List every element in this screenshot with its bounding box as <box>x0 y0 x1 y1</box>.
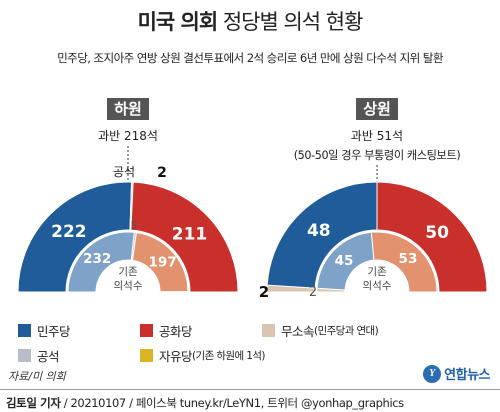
seat-value: 211 <box>172 224 208 244</box>
legend-item-vacant: 공석 <box>18 346 60 365</box>
legend-note: (민주당과 연대) <box>314 325 379 337</box>
legend-swatch <box>18 349 31 362</box>
title-bold: 미국 의회 <box>137 10 219 34</box>
legend: 민주당 공화당 무소속 (민주당과 연대) 공석 자유당 (기존 하원에 1석) <box>0 318 500 368</box>
independent-inner-value: 2 <box>309 285 317 300</box>
legend-swatch <box>140 324 153 337</box>
vacancy-count: 2 <box>157 165 167 181</box>
seat-value: 53 <box>399 251 418 267</box>
title-rest: 정당별 의석 현황 <box>222 10 364 34</box>
legend-item-democrat: 민주당 <box>18 321 71 340</box>
seat-value: 48 <box>307 221 331 241</box>
senate-outer-segment <box>376 181 488 293</box>
panel-title: 하원 <box>114 100 142 118</box>
independent-outer-value: 2 <box>259 283 269 301</box>
majority-note: 과반 218석 <box>98 129 158 143</box>
credit-rest: / 20210107 / 페이스북 tuney.kr/LeYN1, 트위터 @y… <box>60 396 404 410</box>
seat-value: 50 <box>425 223 449 243</box>
house-outer-segment <box>17 181 133 293</box>
legend-item-libertarian: 자유당 (기존 하원에 1석) <box>140 346 266 365</box>
logo-text: 연합뉴스 <box>444 368 490 383</box>
seat-value: 5 <box>131 219 138 232</box>
yonhap-logo: Y 연합뉴스 <box>423 364 490 383</box>
legend-label: 공석 <box>37 349 60 364</box>
legend-label: 공화당 <box>159 324 193 339</box>
legend-label: 무소속 <box>281 324 315 339</box>
seat-value: 45 <box>335 253 354 269</box>
house-outer-segment <box>130 181 239 293</box>
credit-author: 김토일 기자 <box>6 396 61 410</box>
panel-title-box <box>356 98 398 120</box>
seat-value: 197 <box>149 255 177 271</box>
legend-note: (기존 하원에 1석) <box>192 350 266 362</box>
panel-title: 상원 <box>363 100 391 118</box>
legend-item-independent: 무소속 (민주당과 연대) <box>262 321 379 340</box>
footer-divider <box>0 389 500 390</box>
panel-title-box <box>107 98 149 120</box>
inner-label: 의석수 <box>114 280 143 292</box>
inner-label: 기존 <box>367 266 387 278</box>
logo-icon: Y <box>423 364 442 383</box>
legend-label: 민주당 <box>37 324 71 339</box>
legend-swatch <box>262 324 275 337</box>
vacancy-label: 공석 <box>113 165 135 179</box>
majority-note: (50-50일 경우 부통령이 캐스팅보트) <box>294 148 461 162</box>
inner-label: 기존 <box>118 266 138 278</box>
legend-label: 자유당 <box>159 349 193 364</box>
credit-line: 김토일 기자 / 20210107 / 페이스북 tuney.kr/LeYN1,… <box>6 395 404 411</box>
page-title: 미국 의회 정당별 의석 현황 <box>0 6 500 36</box>
seat-value: 232 <box>83 251 111 267</box>
legend-swatch <box>140 349 153 362</box>
majority-note: 과반 51석 <box>351 129 403 143</box>
legend-item-republican: 공화당 <box>140 321 193 340</box>
seat-value: 222 <box>51 222 87 242</box>
subtitle: 민주당, 조지아주 연방 상원 결선투표에서 2석 승리로 6년 만에 상원 다… <box>57 51 443 65</box>
legend-swatch <box>18 324 31 337</box>
senate-inner-segment <box>370 231 438 293</box>
inner-label: 의석수 <box>363 280 392 292</box>
source-note: 자료/미 의회 <box>8 370 66 383</box>
